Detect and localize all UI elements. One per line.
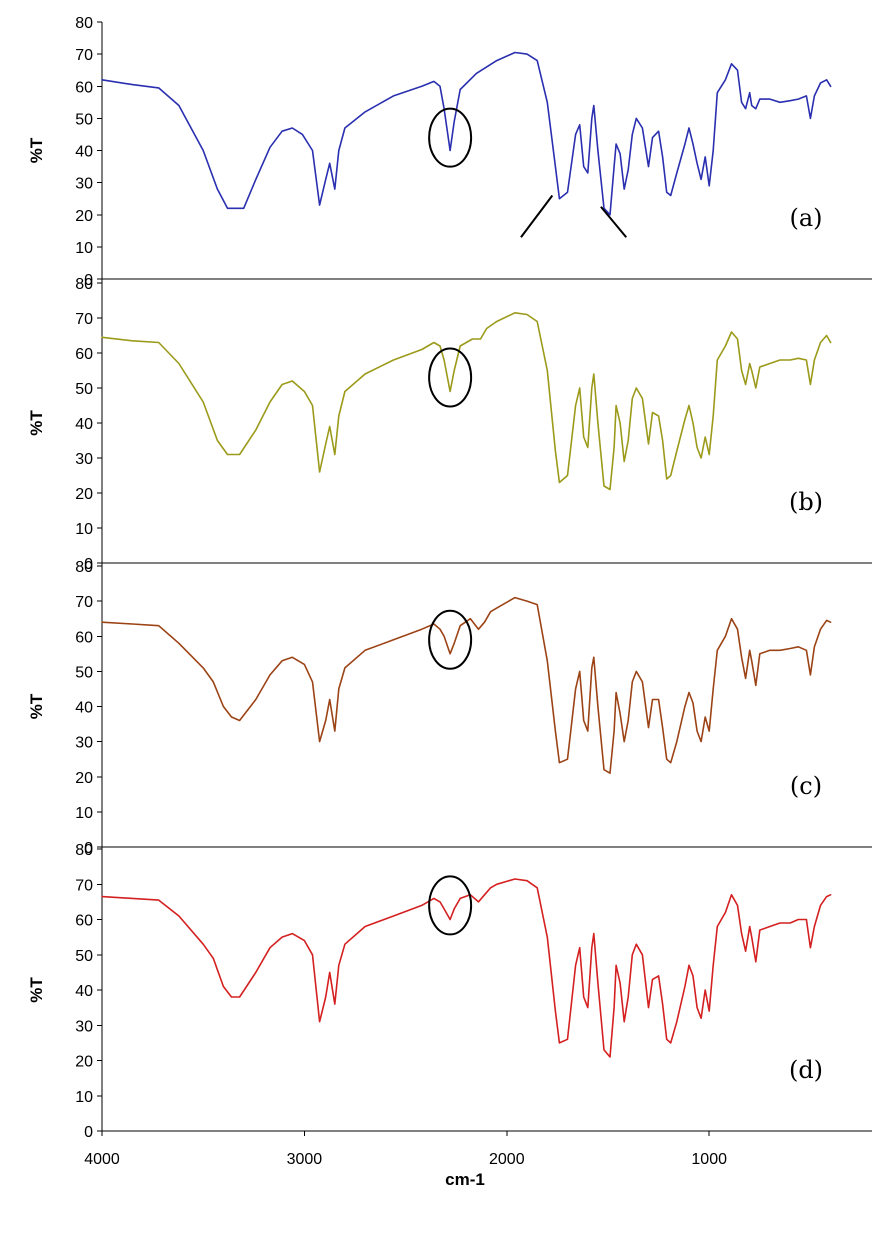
spectrum-trace	[101, 878, 832, 1058]
x-tick-label: 1000	[691, 1151, 727, 1168]
y-tick-label: 0	[84, 556, 93, 573]
y-tick-label: 70	[75, 877, 93, 894]
panel-tag-label: (c)	[790, 772, 822, 800]
y-tick-label: 50	[75, 381, 93, 398]
panel-3: 0 10 20 30 40 50 60 70 80 %T (c)	[27, 559, 872, 857]
peak-circle-marker	[428, 107, 473, 168]
y-tick-label: 80	[75, 276, 93, 293]
x-tick-label: 3000	[287, 1151, 323, 1168]
y-tick-label: 20	[75, 770, 93, 787]
y-tick-label: 10	[75, 521, 93, 538]
x-tick-label: 4000	[84, 1151, 120, 1168]
y-tick-label: 50	[75, 664, 93, 681]
panel-tag-label: (d)	[789, 1056, 823, 1084]
y-tick-label: 70	[75, 594, 93, 611]
spectrum-trace	[101, 312, 832, 491]
y-tick-label: 80	[75, 559, 93, 576]
y-tick-label: 70	[75, 311, 93, 328]
y-tick-label: 10	[75, 1089, 93, 1106]
y-tick-label: 60	[75, 913, 93, 930]
panel-tag-label: (b)	[789, 488, 823, 516]
panel-2: 0 10 20 30 40 50 60 70 80 %T (b)	[27, 276, 872, 573]
peak-indicator-line	[600, 206, 627, 238]
y-tick-label: 60	[75, 346, 93, 363]
y-tick-label: 30	[75, 176, 93, 193]
panel-1: 0 10 20 30 40 50 60 70 80 %T (a)	[27, 15, 872, 289]
panel-tag-label: (a)	[789, 204, 822, 232]
y-tick-label: 0	[84, 272, 93, 289]
y-tick-label: 80	[75, 15, 93, 32]
y-tick-label: 40	[75, 416, 93, 433]
peak-circle-marker	[428, 875, 473, 936]
x-axis-label: cm-1	[445, 1170, 485, 1189]
peak-circle-marker	[428, 347, 473, 408]
spectrum-trace	[101, 51, 832, 216]
y-tick-label: 70	[75, 47, 93, 64]
y-axis-label: %T	[27, 137, 46, 163]
y-tick-label: 50	[75, 948, 93, 965]
y-tick-label: 20	[75, 486, 93, 503]
y-tick-label: 50	[75, 111, 93, 128]
y-tick-label: 10	[75, 240, 93, 257]
y-tick-label: 0	[84, 840, 93, 857]
y-tick-label: 30	[75, 735, 93, 752]
panel-4: 0 10 20 30 40 50 60 70 80 %T (d)	[27, 842, 872, 1141]
y-axis-label: %T	[27, 977, 46, 1003]
y-axis-label: %T	[27, 693, 46, 719]
y-tick-label: 10	[75, 805, 93, 822]
y-tick-label: 60	[75, 79, 93, 96]
x-tick-label: 2000	[489, 1151, 525, 1168]
peak-circle-marker	[428, 609, 473, 670]
y-tick-label: 30	[75, 1018, 93, 1035]
y-tick-label: 20	[75, 208, 93, 225]
peak-indicator-line	[520, 194, 554, 238]
y-tick-label: 40	[75, 983, 93, 1000]
y-tick-label: 60	[75, 629, 93, 646]
y-tick-label: 80	[75, 842, 93, 859]
y-tick-label: 0	[84, 1124, 93, 1141]
y-tick-label: 30	[75, 451, 93, 468]
spectrum-trace	[101, 596, 832, 774]
y-tick-label: 40	[75, 700, 93, 717]
y-tick-label: 40	[75, 144, 93, 161]
y-axis-label: %T	[27, 410, 46, 436]
y-tick-label: 20	[75, 1054, 93, 1071]
